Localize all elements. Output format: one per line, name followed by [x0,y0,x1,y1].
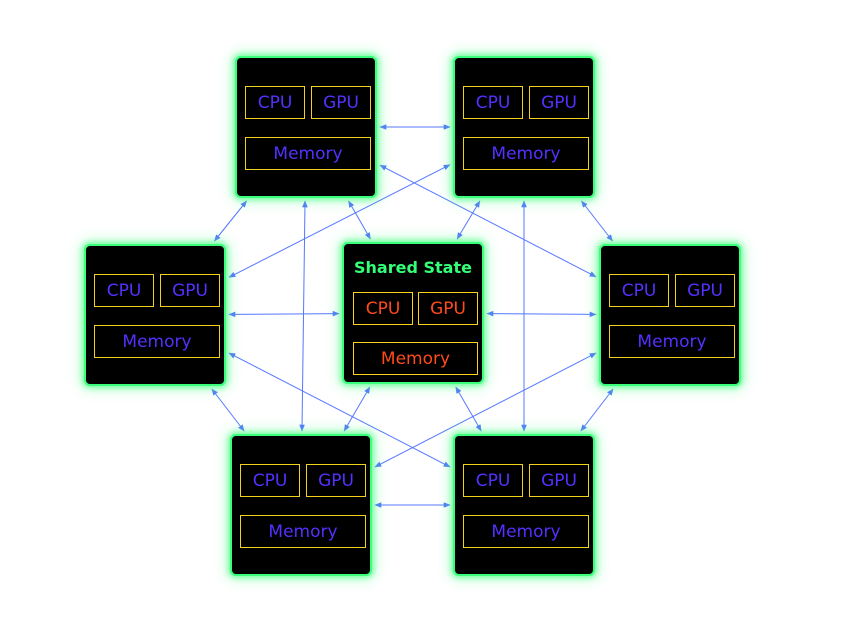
connection-mid-left-top-left [213,200,248,242]
connection-center-mid-right [486,310,597,318]
memory-box: Memory [353,342,478,375]
cpu-box: CPU [353,292,413,325]
connection-mid-right-bottom-right [580,388,614,432]
memory-box: Memory [240,515,366,548]
memory-box: Memory [245,137,371,170]
cpu-box: CPU [463,86,523,119]
shared-state-title: Shared State [354,258,472,277]
connection-top-right-mid-right [581,200,613,242]
connection-center-bottom-left [343,386,371,432]
node-bottom-left: CPU GPU Memory [230,434,372,576]
node-mid-right: CPU GPU Memory [599,244,741,386]
gpu-box: GPU [311,86,371,119]
connection-center-mid-left [228,310,340,318]
connection-top-left-bottom-left [299,200,308,432]
memory-box: Memory [463,515,589,548]
gpu-box: GPU [529,86,589,119]
cpu-box: CPU [245,86,305,119]
connection-mid-right-bottom-left [374,352,597,468]
memory-box: Memory [463,137,589,170]
node-mid-left: CPU GPU Memory [84,244,226,386]
connection-center-bottom-right [455,386,482,432]
node-top-left: CPU GPU Memory [235,56,377,198]
gpu-box: GPU [160,274,220,307]
shared-state-node: Shared State CPU GPU Memory [342,242,484,384]
cpu-box: CPU [94,274,154,307]
node-top-right: CPU GPU Memory [453,56,595,198]
node-bottom-right: CPU GPU Memory [453,434,595,576]
connection-center-top-left [348,200,371,240]
connection-bottom-left-mid-left [211,388,245,432]
memory-box: Memory [609,325,735,358]
cpu-box: CPU [463,464,523,497]
gpu-box: GPU [529,464,589,497]
gpu-box: GPU [418,292,478,325]
connection-top-left-mid-right [379,164,597,278]
cpu-box: CPU [240,464,300,497]
cpu-box: CPU [609,274,669,307]
memory-box: Memory [94,325,220,358]
gpu-box: GPU [306,464,366,497]
gpu-box: GPU [675,274,735,307]
connection-center-top-right [456,200,481,240]
